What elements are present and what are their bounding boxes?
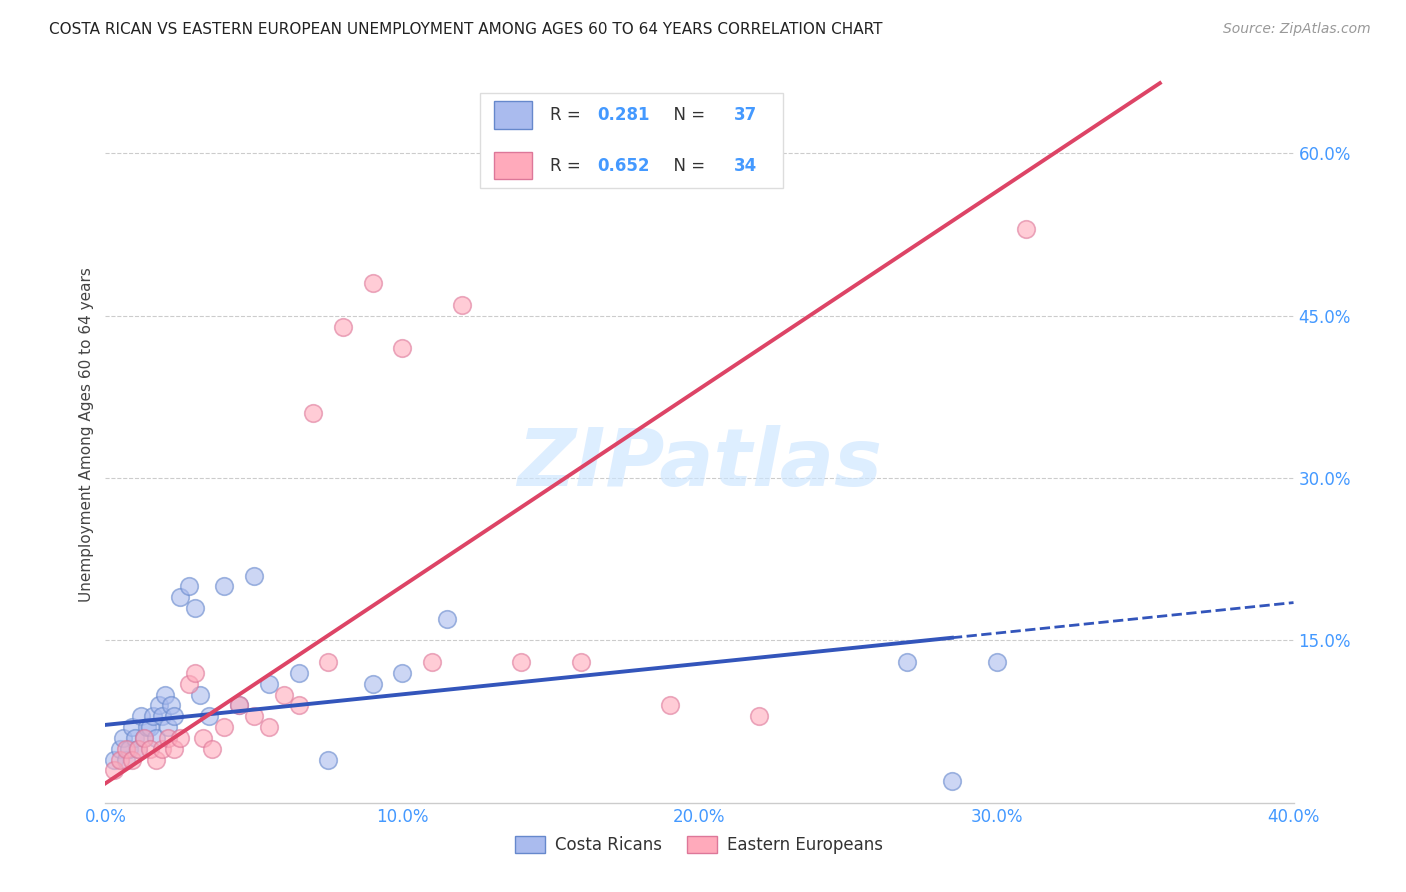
Point: [228, 698, 250, 713]
Point: [391, 665, 413, 680]
Text: R =: R =: [550, 156, 586, 175]
Text: Source: ZipAtlas.com: Source: ZipAtlas.com: [1223, 22, 1371, 37]
Point: [243, 709, 266, 723]
Point: [127, 741, 149, 756]
Point: [302, 406, 325, 420]
Point: [361, 677, 384, 691]
Point: [436, 612, 458, 626]
Point: [163, 741, 186, 756]
Point: [420, 655, 443, 669]
Text: ZIPatlas: ZIPatlas: [517, 425, 882, 503]
Point: [896, 655, 918, 669]
Point: [391, 341, 413, 355]
Point: [153, 688, 176, 702]
Bar: [494, 102, 531, 129]
Point: [110, 752, 132, 766]
Point: [115, 741, 138, 756]
Point: [316, 752, 339, 766]
Point: [361, 277, 384, 291]
Point: [129, 709, 152, 723]
Point: [156, 731, 179, 745]
Point: [243, 568, 266, 582]
Point: [1015, 222, 1038, 236]
Point: [142, 709, 165, 723]
Point: [569, 655, 592, 669]
Point: [156, 720, 179, 734]
Point: [118, 741, 141, 756]
Point: [177, 677, 200, 691]
Point: [748, 709, 770, 723]
Point: [103, 764, 125, 778]
Point: [450, 298, 472, 312]
Text: 0.652: 0.652: [598, 156, 650, 175]
Text: 37: 37: [734, 106, 758, 125]
Point: [145, 752, 167, 766]
Text: 0.281: 0.281: [598, 106, 650, 125]
Point: [316, 655, 339, 669]
Point: [941, 774, 963, 789]
Text: COSTA RICAN VS EASTERN EUROPEAN UNEMPLOYMENT AMONG AGES 60 TO 64 YEARS CORRELATI: COSTA RICAN VS EASTERN EUROPEAN UNEMPLOY…: [49, 22, 883, 37]
Point: [257, 677, 280, 691]
Point: [112, 731, 135, 745]
Point: [214, 579, 236, 593]
Point: [228, 698, 250, 713]
Point: [132, 731, 155, 745]
Point: [183, 601, 205, 615]
Legend: Costa Ricans, Eastern Europeans: Costa Ricans, Eastern Europeans: [509, 830, 890, 861]
Bar: [494, 152, 531, 179]
Point: [163, 709, 186, 723]
Point: [190, 688, 212, 702]
Text: R =: R =: [550, 106, 586, 125]
Point: [169, 731, 191, 745]
Point: [110, 741, 132, 756]
Point: [183, 665, 205, 680]
Text: 34: 34: [734, 156, 758, 175]
Point: [287, 665, 309, 680]
Point: [658, 698, 681, 713]
Point: [510, 655, 533, 669]
Point: [193, 731, 215, 745]
Point: [273, 688, 295, 702]
Point: [115, 752, 138, 766]
Point: [177, 579, 200, 593]
Point: [159, 698, 181, 713]
Point: [287, 698, 309, 713]
Point: [169, 590, 191, 604]
Point: [986, 655, 1008, 669]
Point: [201, 741, 224, 756]
Point: [132, 731, 155, 745]
Point: [136, 720, 159, 734]
Point: [121, 720, 143, 734]
Point: [148, 698, 170, 713]
Point: [257, 720, 280, 734]
Point: [121, 752, 143, 766]
Point: [150, 741, 173, 756]
Point: [214, 720, 236, 734]
Point: [198, 709, 221, 723]
Point: [139, 741, 162, 756]
Point: [145, 731, 167, 745]
FancyBboxPatch shape: [479, 93, 783, 188]
Text: N =: N =: [662, 156, 710, 175]
Y-axis label: Unemployment Among Ages 60 to 64 years: Unemployment Among Ages 60 to 64 years: [79, 268, 94, 602]
Point: [103, 752, 125, 766]
Point: [332, 319, 354, 334]
Point: [124, 731, 146, 745]
Point: [127, 741, 149, 756]
Point: [150, 709, 173, 723]
Point: [139, 720, 162, 734]
Text: N =: N =: [662, 106, 710, 125]
